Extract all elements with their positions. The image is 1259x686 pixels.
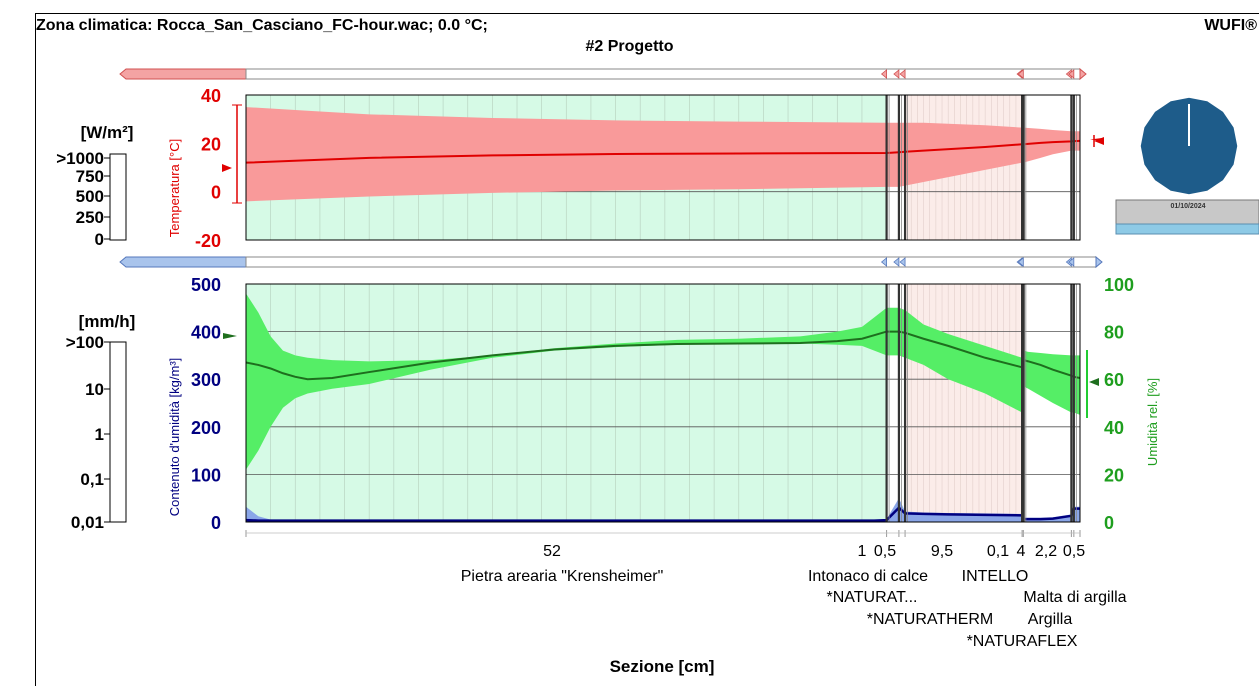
temperature-tick-label: -20 — [195, 231, 221, 251]
humidity-tick-label: 20 — [1104, 465, 1124, 485]
temperature-axis-label: Temperatura [°C] — [167, 139, 182, 237]
strip-marker — [1068, 257, 1075, 267]
layer-name-naturat: *NATURAT... — [827, 589, 918, 606]
window-left-border — [35, 13, 36, 686]
temperature-plot-frame — [245, 94, 1081, 241]
layer-name-clay-mortar: Malta di argilla — [1023, 589, 1126, 606]
water-content-tick-label: 400 — [191, 323, 221, 343]
strip-marker — [1068, 69, 1075, 79]
brand-label: WUFI® — [1204, 17, 1257, 34]
climate-zone-title: Zona climatica: Rocca_San_Casciano_FC-ho… — [36, 17, 488, 34]
rain-scale-bar — [109, 341, 127, 523]
moisture-plot-background — [246, 284, 1080, 522]
rain-scale-tick-label: 10 — [85, 380, 104, 399]
layer-name-intello: INTELLO — [962, 568, 1029, 585]
radiation-scale-label: [W/m²] — [81, 123, 134, 142]
rain-scale-tick-label: >100 — [66, 333, 104, 352]
layer-background — [1022, 95, 1072, 240]
thickness-label: 4 — [1017, 543, 1026, 560]
water-content-tick-label: 0 — [211, 513, 221, 533]
water-content-tick-label: 500 — [191, 275, 221, 295]
thickness-label: 2,2 — [1035, 543, 1057, 560]
temperature-mean-line — [245, 139, 1081, 164]
humidity-right-marker — [1089, 378, 1099, 386]
project-title: #2 Progetto — [585, 38, 674, 55]
layer-name-stone: Pietra arearia "Krensheimer" — [461, 568, 664, 585]
strip-marker — [880, 257, 887, 267]
moisture-layer-strip — [119, 255, 1103, 269]
strip-marker — [880, 69, 887, 79]
radiation-scale-tick-label: 750 — [76, 167, 104, 186]
rain-scale-tick-label: 1 — [95, 425, 104, 444]
thickness-label: 0,5 — [874, 543, 896, 560]
temperature-tick-label: 40 — [201, 86, 221, 106]
surface-markers — [222, 104, 1104, 418]
moisture-plot-frame — [245, 283, 1081, 523]
water-content-tick-label: 200 — [191, 418, 221, 438]
humidity-axis-label: Umidità rel. [%] — [1145, 378, 1160, 466]
strip-marker — [893, 257, 900, 267]
strip-marker — [1017, 257, 1024, 267]
humidity-tick-label: 100 — [1104, 275, 1134, 295]
water-content-axis-label: Contenuto d'umidità [kg/m³] — [167, 358, 182, 517]
rain-scale-label: [mm/h] — [79, 312, 136, 331]
humidity-tick-label: 60 — [1104, 370, 1124, 390]
radiation-scale-bar — [109, 153, 127, 241]
strip-marker — [899, 69, 906, 79]
x-axis-label: Sezione [cm] — [610, 657, 715, 676]
water-content-tick-label: 300 — [191, 370, 221, 390]
layer-name-lime-plaster: Intonaco di calce — [808, 568, 928, 585]
temperature-layer-strip — [119, 67, 1087, 81]
layer-background — [1071, 95, 1080, 240]
layer-labels: 52 1 0,5 9,5 0,1 4 2,2 0,5 Pietra areari… — [461, 543, 1127, 676]
layer-background — [905, 284, 1023, 522]
window-top-border — [35, 13, 1259, 14]
thickness-label: 1 — [858, 543, 867, 560]
strip-marker — [893, 69, 900, 79]
layer-name-clay: Argilla — [1028, 611, 1073, 628]
radiation-scale-tick-label: 250 — [76, 208, 104, 227]
temperature-tick-label: 0 — [211, 183, 221, 203]
thickness-label: 52 — [543, 543, 561, 560]
relative-humidity-mean-line — [245, 330, 1081, 381]
humidity-left-marker — [223, 333, 237, 339]
water-content-range-band — [246, 498, 1080, 522]
water-content-line — [245, 505, 1080, 522]
layer-name-naturaflex: *NATURAFLEX — [967, 633, 1078, 650]
radiation-scale-tick-label: 0 — [95, 230, 104, 249]
radiation-scale-tick-label: 500 — [76, 187, 104, 206]
humidity-tick-label: 0 — [1104, 513, 1114, 533]
strip-marker — [899, 257, 906, 267]
humidity-tick-label: 80 — [1104, 323, 1124, 343]
layer-name-naturatherm: *NATURATHERM — [867, 611, 994, 628]
clock-date: 01/10/2024 — [1170, 203, 1205, 210]
relative-humidity-range-band — [246, 293, 1080, 470]
radiation-scale-tick-label: >1000 — [56, 149, 104, 168]
temperature-tick-label: 20 — [201, 134, 221, 154]
layer-boundaries — [880, 69, 1077, 522]
thickness-label: 9,5 — [931, 543, 953, 560]
temperature-left-marker — [222, 164, 232, 172]
time-clock-icon: 01/10/2024 — [1115, 96, 1259, 235]
water-content-tick-label: 100 — [191, 465, 221, 485]
thickness-label: 0,5 — [1063, 543, 1085, 560]
layer-background — [898, 284, 906, 522]
rain-scale-tick-label: 0,01 — [71, 513, 104, 532]
thickness-label: 0,1 — [987, 543, 1009, 560]
strip-marker — [1017, 69, 1024, 79]
rain-scale-tick-label: 0,1 — [80, 470, 104, 489]
humidity-tick-label: 40 — [1104, 418, 1124, 438]
